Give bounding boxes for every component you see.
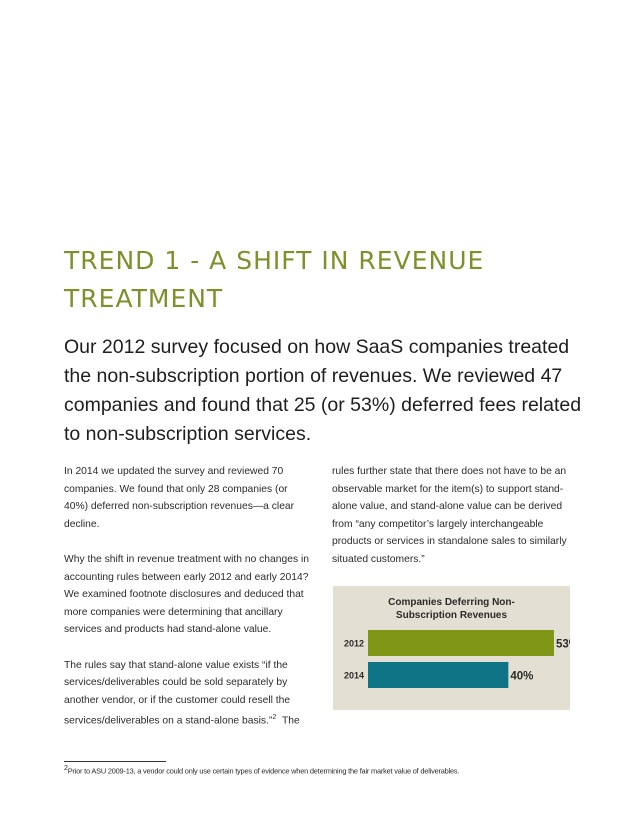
footnote-marker: 2	[64, 765, 68, 772]
value-label-2012: 53%	[556, 639, 570, 651]
bar-chart-svg: Companies Deferring Non- Subscription Re…	[344, 597, 570, 688]
footnote-reference: 2	[272, 714, 277, 722]
body-paragraph: In 2014 we updated the survey and review…	[64, 466, 295, 530]
quote-text: The rules say that stand-alone value exi…	[64, 659, 291, 727]
continuation-text: The	[281, 715, 300, 727]
footnote-text: Prior to ASU 2009-13, a vendor could onl…	[67, 766, 460, 776]
footnote: 2Prior to ASU 2009-13, a vendor could on…	[64, 765, 584, 775]
value-label-2014: 40%	[510, 671, 533, 683]
chart-title-line: Subscription Revenues	[396, 610, 508, 621]
category-label-2014: 2014	[344, 671, 364, 681]
body-paragraph-quote: The rules say that stand-alone value exi…	[64, 657, 314, 731]
right-column: rules further state that there does not …	[332, 463, 574, 586]
body-paragraph: rules further state that there does not …	[332, 466, 567, 565]
bar-chart: Companies Deferring Non- Subscription Re…	[333, 586, 570, 710]
left-column: In 2014 we updated the survey and review…	[64, 463, 314, 748]
body-paragraph: Why the shift in revenue treatment with …	[64, 553, 309, 636]
footnote-divider	[64, 761, 166, 762]
bar-2014	[368, 662, 509, 688]
bar-2012	[368, 630, 554, 656]
lead-paragraph: Our 2012 survey focused on how SaaS comp…	[64, 336, 582, 445]
chart-title-line: Companies Deferring Non-	[388, 597, 515, 608]
section-heading: TREND 1 - A SHIFT IN REVENUE TREATMENT	[64, 246, 485, 313]
category-label-2012: 2012	[344, 639, 364, 649]
